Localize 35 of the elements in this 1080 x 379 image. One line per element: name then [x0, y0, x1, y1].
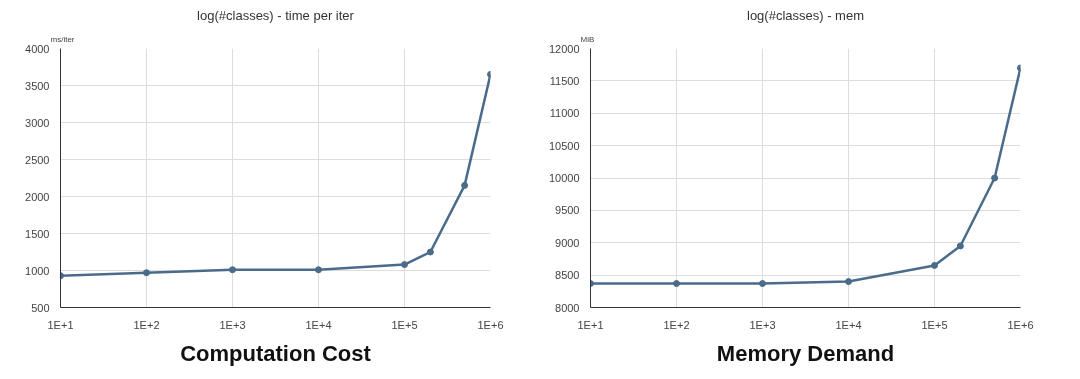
x-tick-label: 1E+1 [577, 318, 604, 331]
y-tick-label: 11000 [549, 107, 580, 120]
x-tick-label: 1E+4 [305, 318, 332, 331]
y-tick-label: 9500 [555, 204, 580, 217]
y-tick-label: 1000 [25, 264, 50, 277]
y-tick-label: 8000 [555, 301, 580, 314]
y-tick-label: 8500 [555, 269, 580, 282]
chart-title: log(#classes) - mem [746, 7, 865, 23]
y-tick-label: 2000 [25, 190, 50, 203]
y-tick-label: 11500 [549, 74, 580, 87]
y-axis-title: ms/iter [50, 34, 75, 44]
y-tick-label: 9000 [555, 236, 580, 249]
x-tick-label: 1E+2 [133, 318, 160, 331]
x-tick-label: 1E+4 [835, 318, 862, 331]
y-axis-title: MiB [580, 34, 595, 44]
y-tick-label: 3000 [25, 116, 50, 129]
text: Computation Cost [180, 340, 372, 366]
y-tick-label: 500 [31, 301, 50, 314]
text: Memory Demand [716, 340, 895, 366]
x-tick-label: 1E+1 [47, 318, 74, 331]
y-tick-label: 1500 [25, 227, 50, 240]
y-tick-label: 2500 [25, 153, 50, 166]
x-tick-label: 1E+2 [663, 318, 690, 331]
x-tick-label: 1E+5 [921, 318, 948, 331]
x-tick-label: 1E+3 [749, 318, 776, 331]
y-tick-label: 12000 [548, 42, 580, 55]
x-tick-label: 1E+6 [1007, 318, 1034, 331]
y-tick-label: 10000 [548, 172, 580, 184]
y-tick-label: 4000 [25, 42, 50, 55]
y-tick-label: 10500 [548, 139, 580, 152]
x-tick-label: 1E+5 [391, 318, 418, 331]
chart-title: log(#classes) - time per iter [197, 7, 355, 23]
x-tick-label: 1E+6 [477, 318, 504, 331]
y-tick-label: 3500 [25, 79, 50, 92]
x-tick-label: 1E+3 [219, 318, 246, 331]
